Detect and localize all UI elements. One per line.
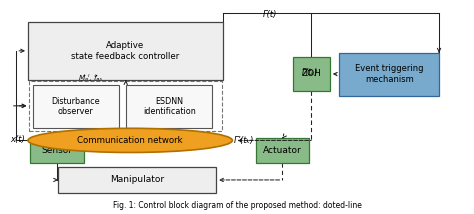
Bar [127,85,212,128]
Ellipse shape [28,128,232,153]
Text: Event triggering
mechanism: Event triggering mechanism [355,64,423,84]
Text: Disturbance
observer: Disturbance observer [51,97,100,116]
Text: ZOH: ZOH [301,69,321,78]
Text: Γʹ(tₖ): Γʹ(tₖ) [233,136,254,145]
Bar [30,138,84,163]
Text: Actuator: Actuator [263,146,301,155]
Bar [28,22,223,80]
Bar [293,57,330,91]
Text: Γ(tₖ): Γ(tₖ) [302,68,319,77]
Text: Sensor: Sensor [42,146,73,155]
Bar [58,167,216,193]
Text: Ṃ̂ₐᴵ, f̂ₐₛ: Ṃ̂ₐᴵ, f̂ₐₛ [79,74,102,81]
Text: Communication network: Communication network [77,136,183,145]
Text: Adaptive
state feedback controller: Adaptive state feedback controller [72,41,180,61]
Text: ESDNN
identification: ESDNN identification [143,97,196,116]
Text: Fig. 1: Control block diagram of the proposed method: doted-line: Fig. 1: Control block diagram of the pro… [112,201,362,210]
Bar [29,81,222,131]
Bar [33,85,118,128]
Bar [255,138,309,163]
Text: x(t): x(t) [10,135,25,144]
Text: Manipulator: Manipulator [110,175,164,184]
Text: Γ(t): Γ(t) [263,10,277,19]
Bar [339,53,439,96]
